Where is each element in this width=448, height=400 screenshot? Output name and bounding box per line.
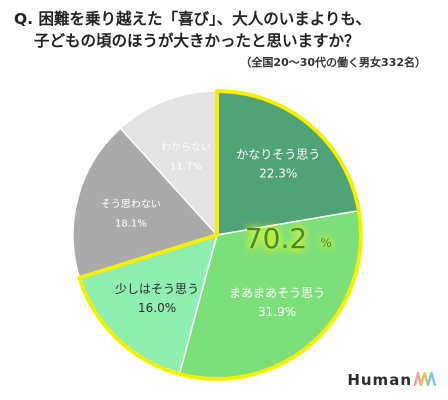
- human-logo-icon: [413, 370, 437, 390]
- slice-label-4: そう思わない: [101, 198, 161, 210]
- pie-slice-1: [216, 90, 360, 236]
- question-title-line2: 子どもの頃のほうが大きかったと思いますか？: [34, 32, 360, 50]
- question-title: Q. 困難を乗り越えた「喜び」、大人のいまよりも、 子どもの頃のほうが大きかった…: [14, 8, 438, 52]
- slice-label-1: かなりそう思う: [236, 147, 320, 161]
- slice-value-2: 31.9%: [258, 305, 296, 319]
- slice-label-5: わからない: [161, 141, 211, 153]
- slice-value-4: 18.1%: [115, 218, 147, 229]
- slice-value-3: 16.0%: [138, 301, 176, 315]
- pie-slice-4: [72, 127, 219, 279]
- slice-value-1: 22.3%: [259, 166, 297, 180]
- sample-note: （全国20〜30代の働く男女332名）: [240, 56, 426, 69]
- brand-logo: Human: [347, 370, 437, 390]
- brand-name: Human: [347, 371, 412, 389]
- highlight-total-unit: %: [320, 236, 331, 250]
- slice-value-5: 11.7%: [170, 161, 202, 172]
- pie-slice-5: [119, 90, 218, 237]
- question-title-line1: Q. 困難を乗り越えた「喜び」、大人のいまよりも、: [14, 10, 371, 28]
- highlight-total-value: 70.2: [245, 222, 307, 255]
- slice-label-3: 少しはそう思う: [115, 282, 199, 296]
- slice-label-2: まあまあそう思う: [229, 286, 325, 300]
- highlight-outline: [77, 89, 363, 381]
